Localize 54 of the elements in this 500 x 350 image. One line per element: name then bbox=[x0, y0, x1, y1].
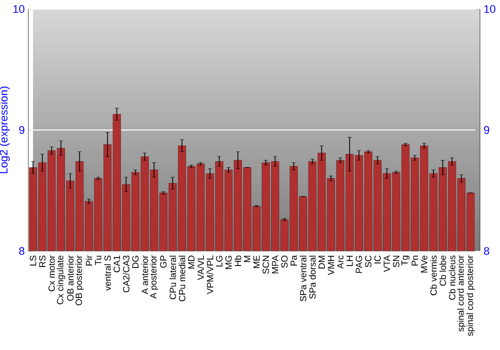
x-tick-label: Cb lobe bbox=[439, 256, 446, 286]
x-tick-label: SCN bbox=[262, 256, 270, 274]
x-tick-label: SN bbox=[392, 256, 400, 268]
x-tick-label: RS bbox=[39, 256, 46, 267]
x-tick-label: Tg bbox=[401, 256, 410, 266]
x-tick-label: SPa ventral bbox=[300, 256, 306, 302]
x-tick-label: OB posterior bbox=[75, 255, 84, 306]
x-tick-label: DG bbox=[132, 256, 139, 268]
x-tick-label: ME bbox=[253, 256, 260, 268]
x-tick-label: Pir bbox=[86, 255, 92, 266]
y-tick-label: 8 bbox=[19, 247, 24, 255]
x-tick-label: Cx motor bbox=[48, 255, 55, 292]
x-tick-label: Arc bbox=[337, 255, 344, 269]
x-tick-label: VA/VL bbox=[197, 255, 204, 280]
x-tick-label: Pa bbox=[290, 255, 297, 266]
x-tick-label: M bbox=[244, 256, 250, 262]
x-tick-label: SC bbox=[365, 256, 372, 268]
x-tick-label: Tu bbox=[95, 256, 102, 266]
x-tick-label: OB anterior bbox=[66, 255, 74, 301]
x-tick-label: LS bbox=[30, 256, 36, 266]
y2-tick-label: 8 bbox=[484, 247, 490, 255]
x-tick-label: CA2/CA3 bbox=[122, 256, 130, 292]
x-tick-label: DM bbox=[318, 256, 325, 268]
x-tick-label: VMH bbox=[328, 256, 334, 276]
x-tick-label: GP bbox=[160, 256, 167, 268]
y-tick-label: 10 bbox=[13, 5, 24, 13]
x-tick-label: A anterior bbox=[141, 255, 148, 294]
x-tick-label: PAG bbox=[356, 256, 362, 273]
x-tick-label: Cx cingulate bbox=[56, 256, 66, 304]
x-tick-label: MVe bbox=[420, 256, 428, 272]
y2-tick-label: 10 bbox=[484, 5, 496, 13]
x-tick-label: MG bbox=[225, 256, 232, 269]
x-tick-label: SPa dorsal bbox=[309, 256, 316, 299]
x-tick-label: spinal cord anterior bbox=[457, 255, 466, 332]
x-tick-label: LH bbox=[346, 256, 353, 266]
y-tick-label: 9 bbox=[19, 126, 24, 134]
x-tick-label: CPu medial bbox=[178, 256, 186, 302]
x-tick-label: Cb nucleus bbox=[448, 256, 456, 300]
x-tick-label: ventral S bbox=[104, 256, 111, 291]
x-tick-label: Pn bbox=[412, 256, 418, 266]
x-tick-label: LG bbox=[216, 256, 222, 266]
x-tick-label: CA1 bbox=[114, 256, 120, 272]
x-tick-label: CPu lateral bbox=[169, 256, 176, 300]
y2-tick-label: 9 bbox=[484, 126, 490, 134]
x-tick-label: Cb vermis bbox=[430, 256, 437, 296]
x-tick-label: SO bbox=[281, 256, 288, 268]
x-tick-label: MPA bbox=[272, 255, 278, 274]
x-tick-label: MD bbox=[188, 256, 194, 268]
x-tick-label: VPM/VPL bbox=[206, 255, 214, 294]
x-tick-label: VTA bbox=[384, 255, 390, 272]
x-tick-label: IC bbox=[374, 256, 381, 264]
x-tick-label: Hb bbox=[234, 256, 242, 266]
x-tick-label: spinal cord posterior bbox=[466, 255, 475, 336]
x-tick-label: A posterior bbox=[150, 255, 158, 299]
